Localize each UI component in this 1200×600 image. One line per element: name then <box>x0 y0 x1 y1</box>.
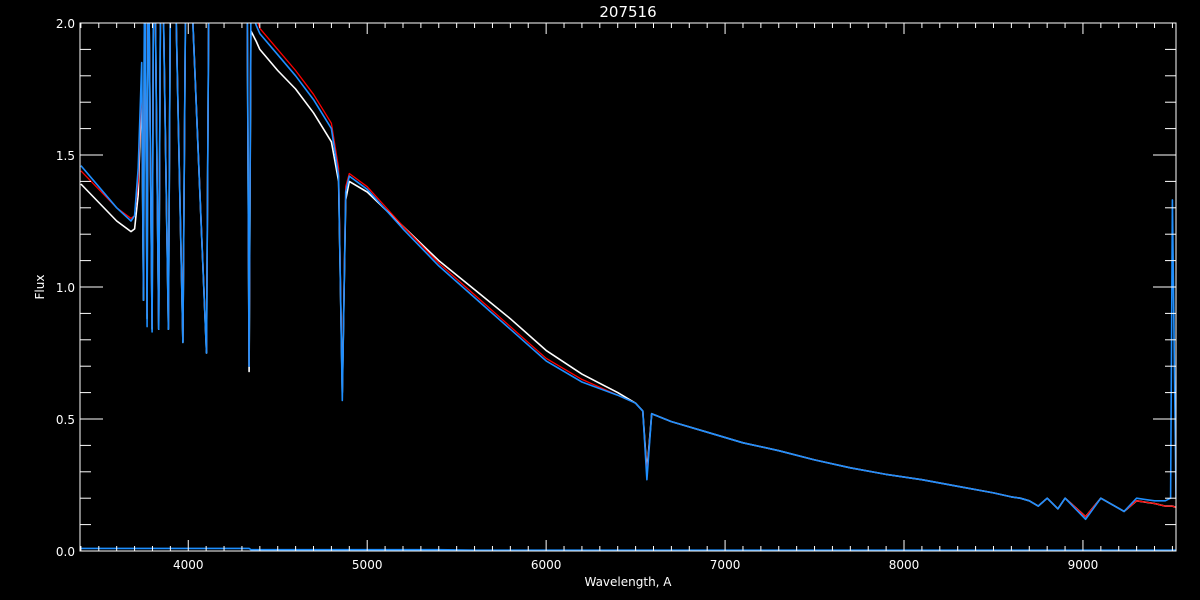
x-tick-label: 5000 <box>352 558 383 572</box>
y-axis-label: Flux <box>33 275 47 300</box>
x-tick-label: 4000 <box>173 558 204 572</box>
plot-frame <box>79 22 1177 552</box>
series-line-2 <box>80 23 1176 521</box>
x-tick-label: 7000 <box>710 558 741 572</box>
x-axis-label: Wavelength, A <box>584 575 672 589</box>
x-tick-label: 9000 <box>1068 558 1099 572</box>
chart-title: 207516 <box>599 3 656 21</box>
y-tick-label: 0.5 <box>56 413 75 427</box>
series-line-0 <box>80 23 1176 518</box>
ticks-group: 4000 5000 6000 7000 8000 9000 0.0 0.5 1.0 1.5 2.0 <box>56 17 1176 572</box>
x-tick-label: 8000 <box>889 558 920 572</box>
y-tick-label: 2.0 <box>56 17 75 31</box>
series-group <box>80 23 1176 551</box>
y-tick-label: 0.0 <box>56 545 75 559</box>
y-tick-label: 1.5 <box>56 149 75 163</box>
series-line-1 <box>80 23 1176 518</box>
y-tick-label: 1.0 <box>56 281 75 295</box>
x-tick-label: 6000 <box>531 558 562 572</box>
